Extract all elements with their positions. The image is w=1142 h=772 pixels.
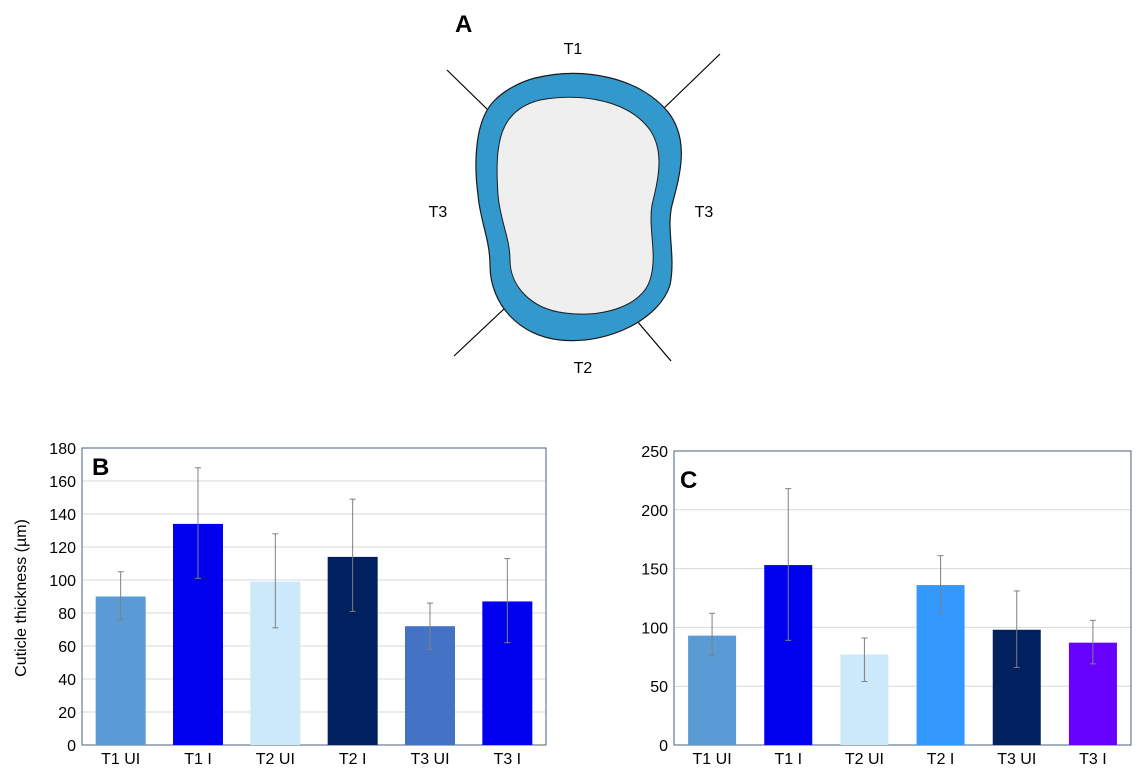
y-tick-label: 0 <box>67 738 76 755</box>
y-tick-label: 100 <box>641 620 668 637</box>
y-tick-label: 160 <box>49 474 76 491</box>
chart-c: C 0 50 100 150 200 250 T1 UI T1 I T2 UI T2 I T3 UI… <box>641 444 1132 768</box>
section-line-bottom-left <box>453 307 506 357</box>
y-tick-label: 200 <box>641 503 668 520</box>
bar-t1-ui <box>95 596 146 745</box>
section-line-top-right <box>660 53 721 112</box>
x-tick-label: T2 I <box>927 751 955 768</box>
section-line-bottom-right <box>636 320 672 362</box>
y-tick-label: 250 <box>641 444 668 461</box>
y-tick-label: 60 <box>58 639 76 656</box>
x-tick-label: T3 I <box>494 751 522 768</box>
panel-b-letter: B <box>92 454 109 481</box>
x-tick-label: T1 UI <box>693 751 732 768</box>
y-tick-label: 120 <box>49 540 76 557</box>
section-line-top-left <box>446 69 490 112</box>
x-tick-label: T1 UI <box>101 751 140 768</box>
label-t3-right: T3 <box>695 204 714 221</box>
y-tick-label: 20 <box>58 705 76 722</box>
x-tick-label: T2 UI <box>256 751 295 768</box>
label-t3-left: T3 <box>429 204 448 221</box>
y-tick-label: 140 <box>49 507 76 524</box>
y-tick-label: 40 <box>58 672 76 689</box>
x-tick-label: T3 UI <box>410 751 449 768</box>
label-t2: T2 <box>574 360 593 377</box>
plot-frame <box>81 447 547 746</box>
panel-a-diagram: A T1 T2 T3 T3 <box>429 11 721 377</box>
y-tick-label: 100 <box>49 573 76 590</box>
inner-tissue <box>496 96 660 315</box>
x-tick-label: T2 UI <box>845 751 884 768</box>
label-t1: T1 <box>564 41 583 58</box>
y-axis-label: Cuticle thickness (µm) <box>13 519 30 677</box>
x-tick-label: T1 I <box>774 751 802 768</box>
x-tick-label: T1 I <box>184 751 212 768</box>
x-tick-label: T3 UI <box>997 751 1036 768</box>
panel-c-letter: C <box>680 467 697 494</box>
panel-a-letter: A <box>455 11 472 38</box>
x-tick-label: T2 I <box>339 751 367 768</box>
chart-b: B Cuticle thickness (µm) 0 20 40 60 80 100 120… <box>13 441 547 768</box>
y-tick-label: 80 <box>58 606 76 623</box>
y-tick-label: 150 <box>641 562 668 579</box>
plot-frame <box>673 450 1132 746</box>
y-tick-label: 50 <box>650 679 668 696</box>
x-tick-label: T3 I <box>1079 751 1107 768</box>
y-tick-label: 180 <box>49 441 76 458</box>
y-tick-label: 0 <box>659 738 668 755</box>
